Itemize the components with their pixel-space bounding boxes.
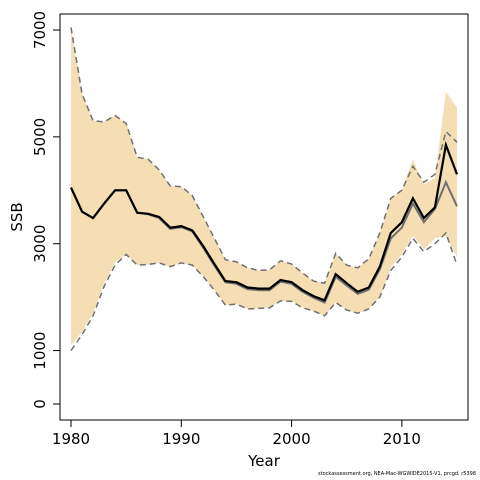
- upper-bound-line: [70, 27, 458, 285]
- y-axis-title: SSB: [8, 202, 26, 231]
- x-tick-label: 2000: [272, 430, 310, 448]
- x-tick-label: 1990: [162, 430, 200, 448]
- y-tick-label: 5000: [31, 118, 49, 156]
- x-tick-label: 2010: [383, 430, 421, 448]
- series-line-1: [70, 140, 459, 302]
- y-tick-label: 3000: [31, 225, 49, 263]
- y-tick-label: 7000: [31, 11, 49, 49]
- source-footnote: stockassessment.org, NEA-Mac-WGWIDE2015-…: [318, 471, 476, 477]
- y-tick-label: 1000: [31, 332, 49, 370]
- x-axis-title: Year: [247, 452, 281, 470]
- confidence-band: [71, 27, 457, 346]
- dashed-bounds: [70, 27, 458, 352]
- lower-bound-line: [70, 231, 458, 352]
- y-axis: 0 1000 3000 5000 7000: [31, 11, 60, 409]
- band-area: [71, 27, 457, 346]
- plot-frame: [59, 13, 469, 421]
- x-tick-label: 1980: [52, 430, 90, 448]
- y-tick-label: 0: [31, 399, 49, 409]
- series-lines: [70, 140, 459, 304]
- x-axis: 1980 1990 2000 2010: [52, 420, 421, 448]
